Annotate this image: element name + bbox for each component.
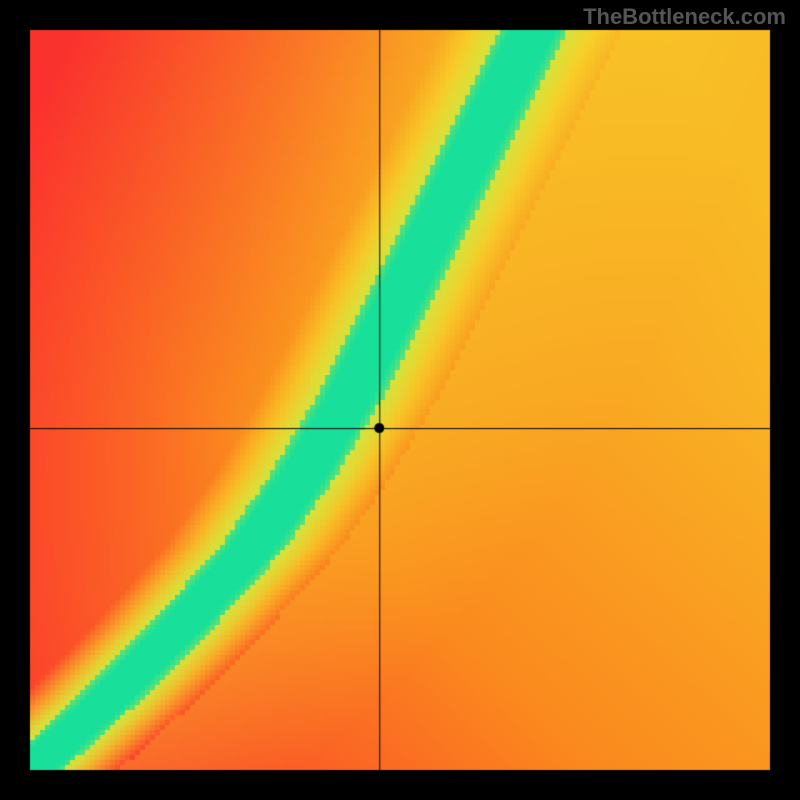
watermark-text: TheBottleneck.com	[583, 4, 786, 30]
chart-container: TheBottleneck.com	[0, 0, 800, 800]
bottleneck-heatmap	[0, 0, 800, 800]
